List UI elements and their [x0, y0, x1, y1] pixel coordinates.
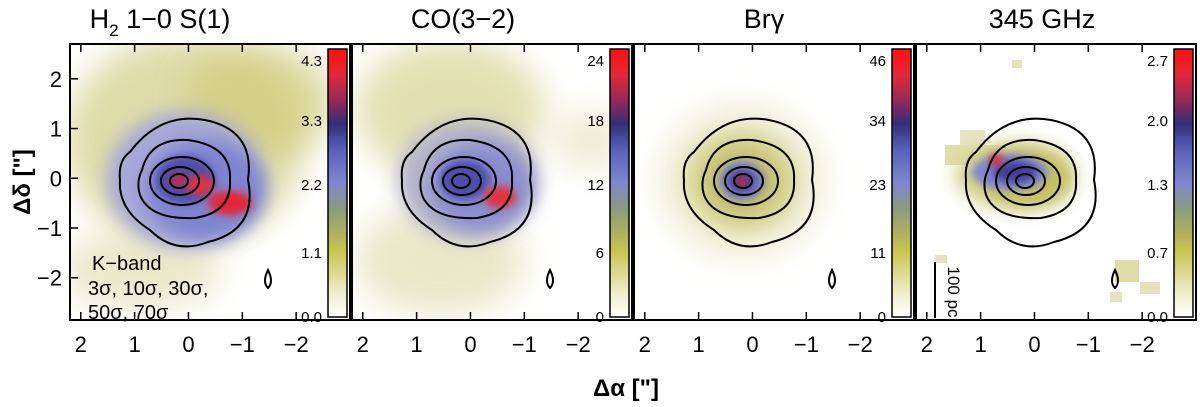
- x-tick-label: 2: [75, 332, 87, 357]
- panel-title-brgamma: Brγ: [744, 4, 785, 34]
- x-tick-label: 1: [410, 332, 422, 357]
- cbar-tick-3: 6: [596, 245, 604, 262]
- cbar-tick-2: 12: [587, 177, 604, 194]
- y-tick-label: −1: [37, 216, 62, 241]
- panel-345ghz: 100 pc 2.7 2.0 1.3 0.7 0.0 345 GHz: [915, 4, 1197, 326]
- cbar-tick-1: 34: [869, 113, 886, 130]
- beam-marker: [1111, 267, 1119, 290]
- y-tick-label: 1: [50, 117, 62, 142]
- panel-title-co: CO(3−2): [411, 4, 515, 34]
- x-tick-label: 0: [464, 332, 476, 357]
- x-tick-label: −2: [848, 332, 873, 357]
- cbar-tick-2: 2.2: [301, 177, 322, 194]
- x-tick-label: 2: [357, 332, 369, 357]
- panel-co: 24 18 12 6 0 CO(3−2): [351, 4, 633, 326]
- colorbar-h2: 4.3 3.3 2.2 1.1 0.0: [301, 48, 348, 326]
- cbar-tick-4: 0.0: [301, 309, 322, 326]
- x-tick-label: −1: [1076, 332, 1101, 357]
- x-tick-label: 0: [182, 332, 194, 357]
- cbar-tick-0: 2.7: [1147, 53, 1168, 70]
- annotation-line-0: K−band: [92, 253, 162, 275]
- colorbar-brgamma: 46 34 23 11 0: [869, 48, 912, 326]
- panel-title-345ghz: 345 GHz: [989, 4, 1096, 34]
- cbar-tick-4: 0: [596, 309, 604, 326]
- contours-h2: [118, 117, 251, 248]
- scale-bar: 100 pc: [934, 262, 963, 318]
- colorbar-345ghz: 2.7 2.0 1.3 0.7 0.0: [1147, 48, 1194, 326]
- x-tick-label: 2: [921, 332, 933, 357]
- x-axis-label: Δα ["]: [593, 375, 659, 402]
- x-tick-label: −2: [1130, 332, 1155, 357]
- y-tick-label: 2: [50, 67, 62, 92]
- cbar-tick-1: 18: [587, 113, 604, 130]
- cbar-tick-4: 0.0: [1147, 309, 1168, 326]
- cbar-tick-1: 2.0: [1147, 113, 1168, 130]
- x-tick-label: 1: [128, 332, 140, 357]
- beam-marker: [828, 267, 836, 290]
- cbar-tick-0: 46: [869, 53, 886, 70]
- annotation-line-1: 3σ, 10σ, 30σ,: [88, 278, 208, 300]
- significance-annotation: K−band 3σ, 10σ, 30σ, 50σ, 70σ: [88, 253, 208, 324]
- contours-345ghz: [964, 117, 1097, 248]
- y-tick-label: 0: [50, 166, 62, 191]
- y-axis-label: Δδ ["]: [9, 149, 36, 215]
- x-tick-label: 0: [746, 332, 758, 357]
- contours-brgamma: [682, 117, 815, 248]
- panel-h2: 4.3 3.3 2.2 1.1 0.0 H2 1−0 S(1) K−band 3…: [69, 4, 351, 326]
- cbar-tick-1: 3.3: [301, 113, 322, 130]
- cbar-tick-3: 0.7: [1147, 245, 1168, 262]
- panel-brgamma: 46 34 23 11 0 Brγ: [633, 4, 915, 326]
- contours-co: [400, 117, 533, 248]
- scale-bar-label: 100 pc: [944, 266, 963, 318]
- cbar-tick-3: 11: [870, 245, 886, 262]
- colorbar-co: 24 18 12 6 0: [587, 48, 630, 326]
- x-tick-label: 2: [639, 332, 651, 357]
- panel-title-h2: H2 1−0 S(1): [90, 4, 231, 40]
- x-tick-label: −1: [230, 332, 255, 357]
- y-axis-ticks: 2 1 0 −1 −2: [37, 67, 78, 291]
- cbar-tick-4: 0: [878, 309, 886, 326]
- x-tick-label: 1: [974, 332, 986, 357]
- x-tick-label: −1: [512, 332, 537, 357]
- x-tick-label: −2: [566, 332, 591, 357]
- cbar-tick-2: 1.3: [1147, 177, 1168, 194]
- annotation-line-2: 50σ, 70σ: [88, 302, 169, 324]
- emission-map-345ghz: [916, 44, 1196, 320]
- beam-marker: [264, 267, 272, 290]
- cbar-tick-0: 24: [587, 53, 604, 70]
- cbar-tick-3: 1.1: [301, 245, 322, 262]
- x-tick-label: −1: [794, 332, 819, 357]
- cbar-tick-0: 4.3: [301, 53, 322, 70]
- cbar-tick-2: 23: [869, 177, 886, 194]
- x-axis-ticks: 2 1 0 −1 −2 2 1 0 −1 −2 2 1 0 −1 −2 2 1 0 −1 −2: [75, 44, 1155, 357]
- beam-marker: [546, 267, 554, 290]
- y-tick-label: −2: [37, 266, 62, 291]
- x-tick-label: 0: [1028, 332, 1040, 357]
- x-tick-label: −2: [284, 332, 309, 357]
- x-tick-label: 1: [692, 332, 704, 357]
